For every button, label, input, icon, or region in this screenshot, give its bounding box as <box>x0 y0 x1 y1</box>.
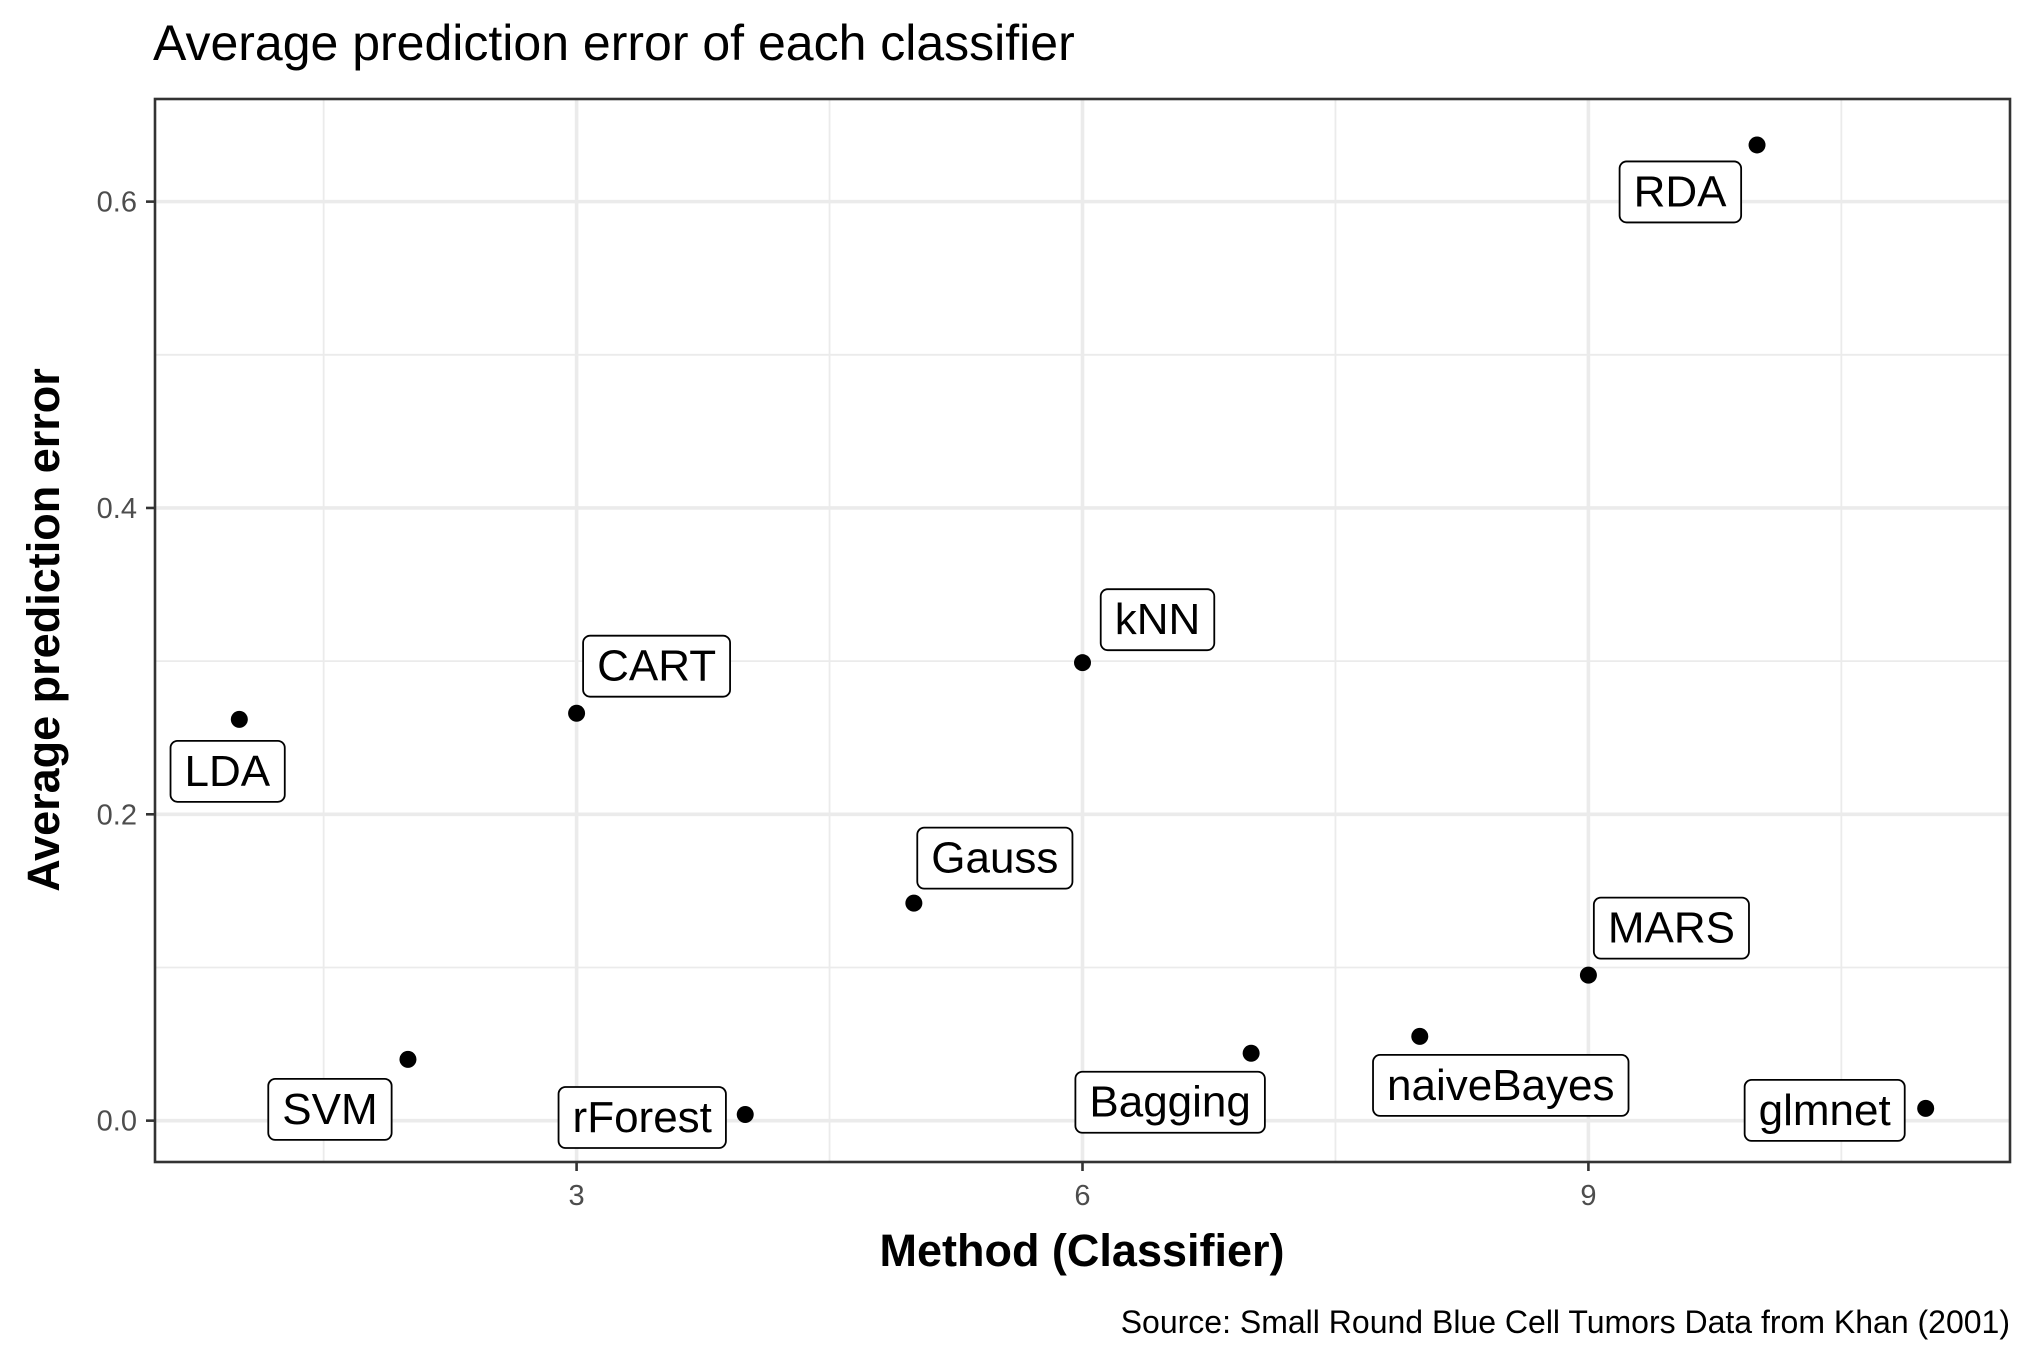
axis-ticks: 3 6 9 0.0 0.2 0.4 0.6 <box>97 187 1597 1212</box>
point-label-box <box>916 826 1074 890</box>
data-point <box>568 704 586 722</box>
point-label-box <box>1743 1078 1906 1142</box>
x-tick-label: 6 <box>1074 1180 1090 1212</box>
point-label-text: naiveBayes <box>1387 1061 1614 1110</box>
point-label-text: rForest <box>573 1093 712 1142</box>
data-point <box>1411 1027 1429 1045</box>
chart-caption: Source: Small Round Blue Cell Tumors Dat… <box>1121 1304 2010 1340</box>
x-tick-label: 3 <box>569 1180 585 1212</box>
x-axis-title: Method (Classifier) <box>879 1225 1284 1276</box>
data-point <box>399 1050 417 1068</box>
x-tick-label: 9 <box>1580 1180 1596 1212</box>
y-tick-label: 0.4 <box>97 493 137 525</box>
data-point <box>736 1106 754 1124</box>
point-label: rForest <box>557 1086 727 1149</box>
point-label-box <box>267 1077 393 1141</box>
point-label-text: Gauss <box>931 834 1058 883</box>
point-label-box <box>1099 588 1216 652</box>
point-label-text: MARS <box>1608 904 1735 953</box>
data-points <box>230 136 1935 1124</box>
point-label: Bagging <box>1074 1070 1266 1134</box>
point-label-text: RDA <box>1634 167 1728 216</box>
point-label-box <box>1372 1054 1630 1117</box>
point-label: naiveBayes <box>1372 1054 1630 1117</box>
point-label-text: glmnet <box>1759 1086 1891 1135</box>
point-label-text: CART <box>597 642 716 691</box>
point-label-box <box>1074 1070 1266 1134</box>
data-point <box>1579 966 1597 984</box>
panel-border <box>153 97 2012 1164</box>
point-label: CART <box>582 634 731 698</box>
point-label-box <box>582 634 731 698</box>
data-point <box>1748 136 1766 154</box>
point-label: glmnet <box>1743 1078 1906 1142</box>
point-label: RDA <box>1618 160 1743 224</box>
chart-title: Average prediction error of each classif… <box>153 15 1075 71</box>
point-label: kNN <box>1099 588 1216 652</box>
point-label-box <box>169 739 286 803</box>
point-label: MARS <box>1592 896 1750 960</box>
point-label: LDA <box>169 739 286 803</box>
y-tick-label: 0.0 <box>97 1106 137 1138</box>
grid <box>155 99 2010 1162</box>
data-point <box>1917 1099 1935 1117</box>
y-tick-label: 0.6 <box>97 187 137 219</box>
point-label-box <box>1618 160 1743 224</box>
point-label-text: SVM <box>282 1085 377 1134</box>
data-point <box>1074 654 1091 672</box>
data-point <box>230 710 248 728</box>
point-label-text: Bagging <box>1089 1078 1250 1127</box>
point-label-text: kNN <box>1115 595 1201 644</box>
data-point <box>905 894 923 912</box>
y-tick-label: 0.2 <box>97 799 137 831</box>
point-label: Gauss <box>916 826 1074 890</box>
point-label-box <box>1592 896 1750 960</box>
data-point <box>1242 1044 1260 1062</box>
point-label-box <box>557 1086 727 1149</box>
point-label-text: LDA <box>185 747 271 796</box>
y-axis-title: Average prediction error <box>18 368 69 892</box>
point-label: SVM <box>267 1077 393 1141</box>
point-labels: LDA SVM CART rForest Gauss kNN Bagging naiveBay… <box>169 160 1906 1149</box>
